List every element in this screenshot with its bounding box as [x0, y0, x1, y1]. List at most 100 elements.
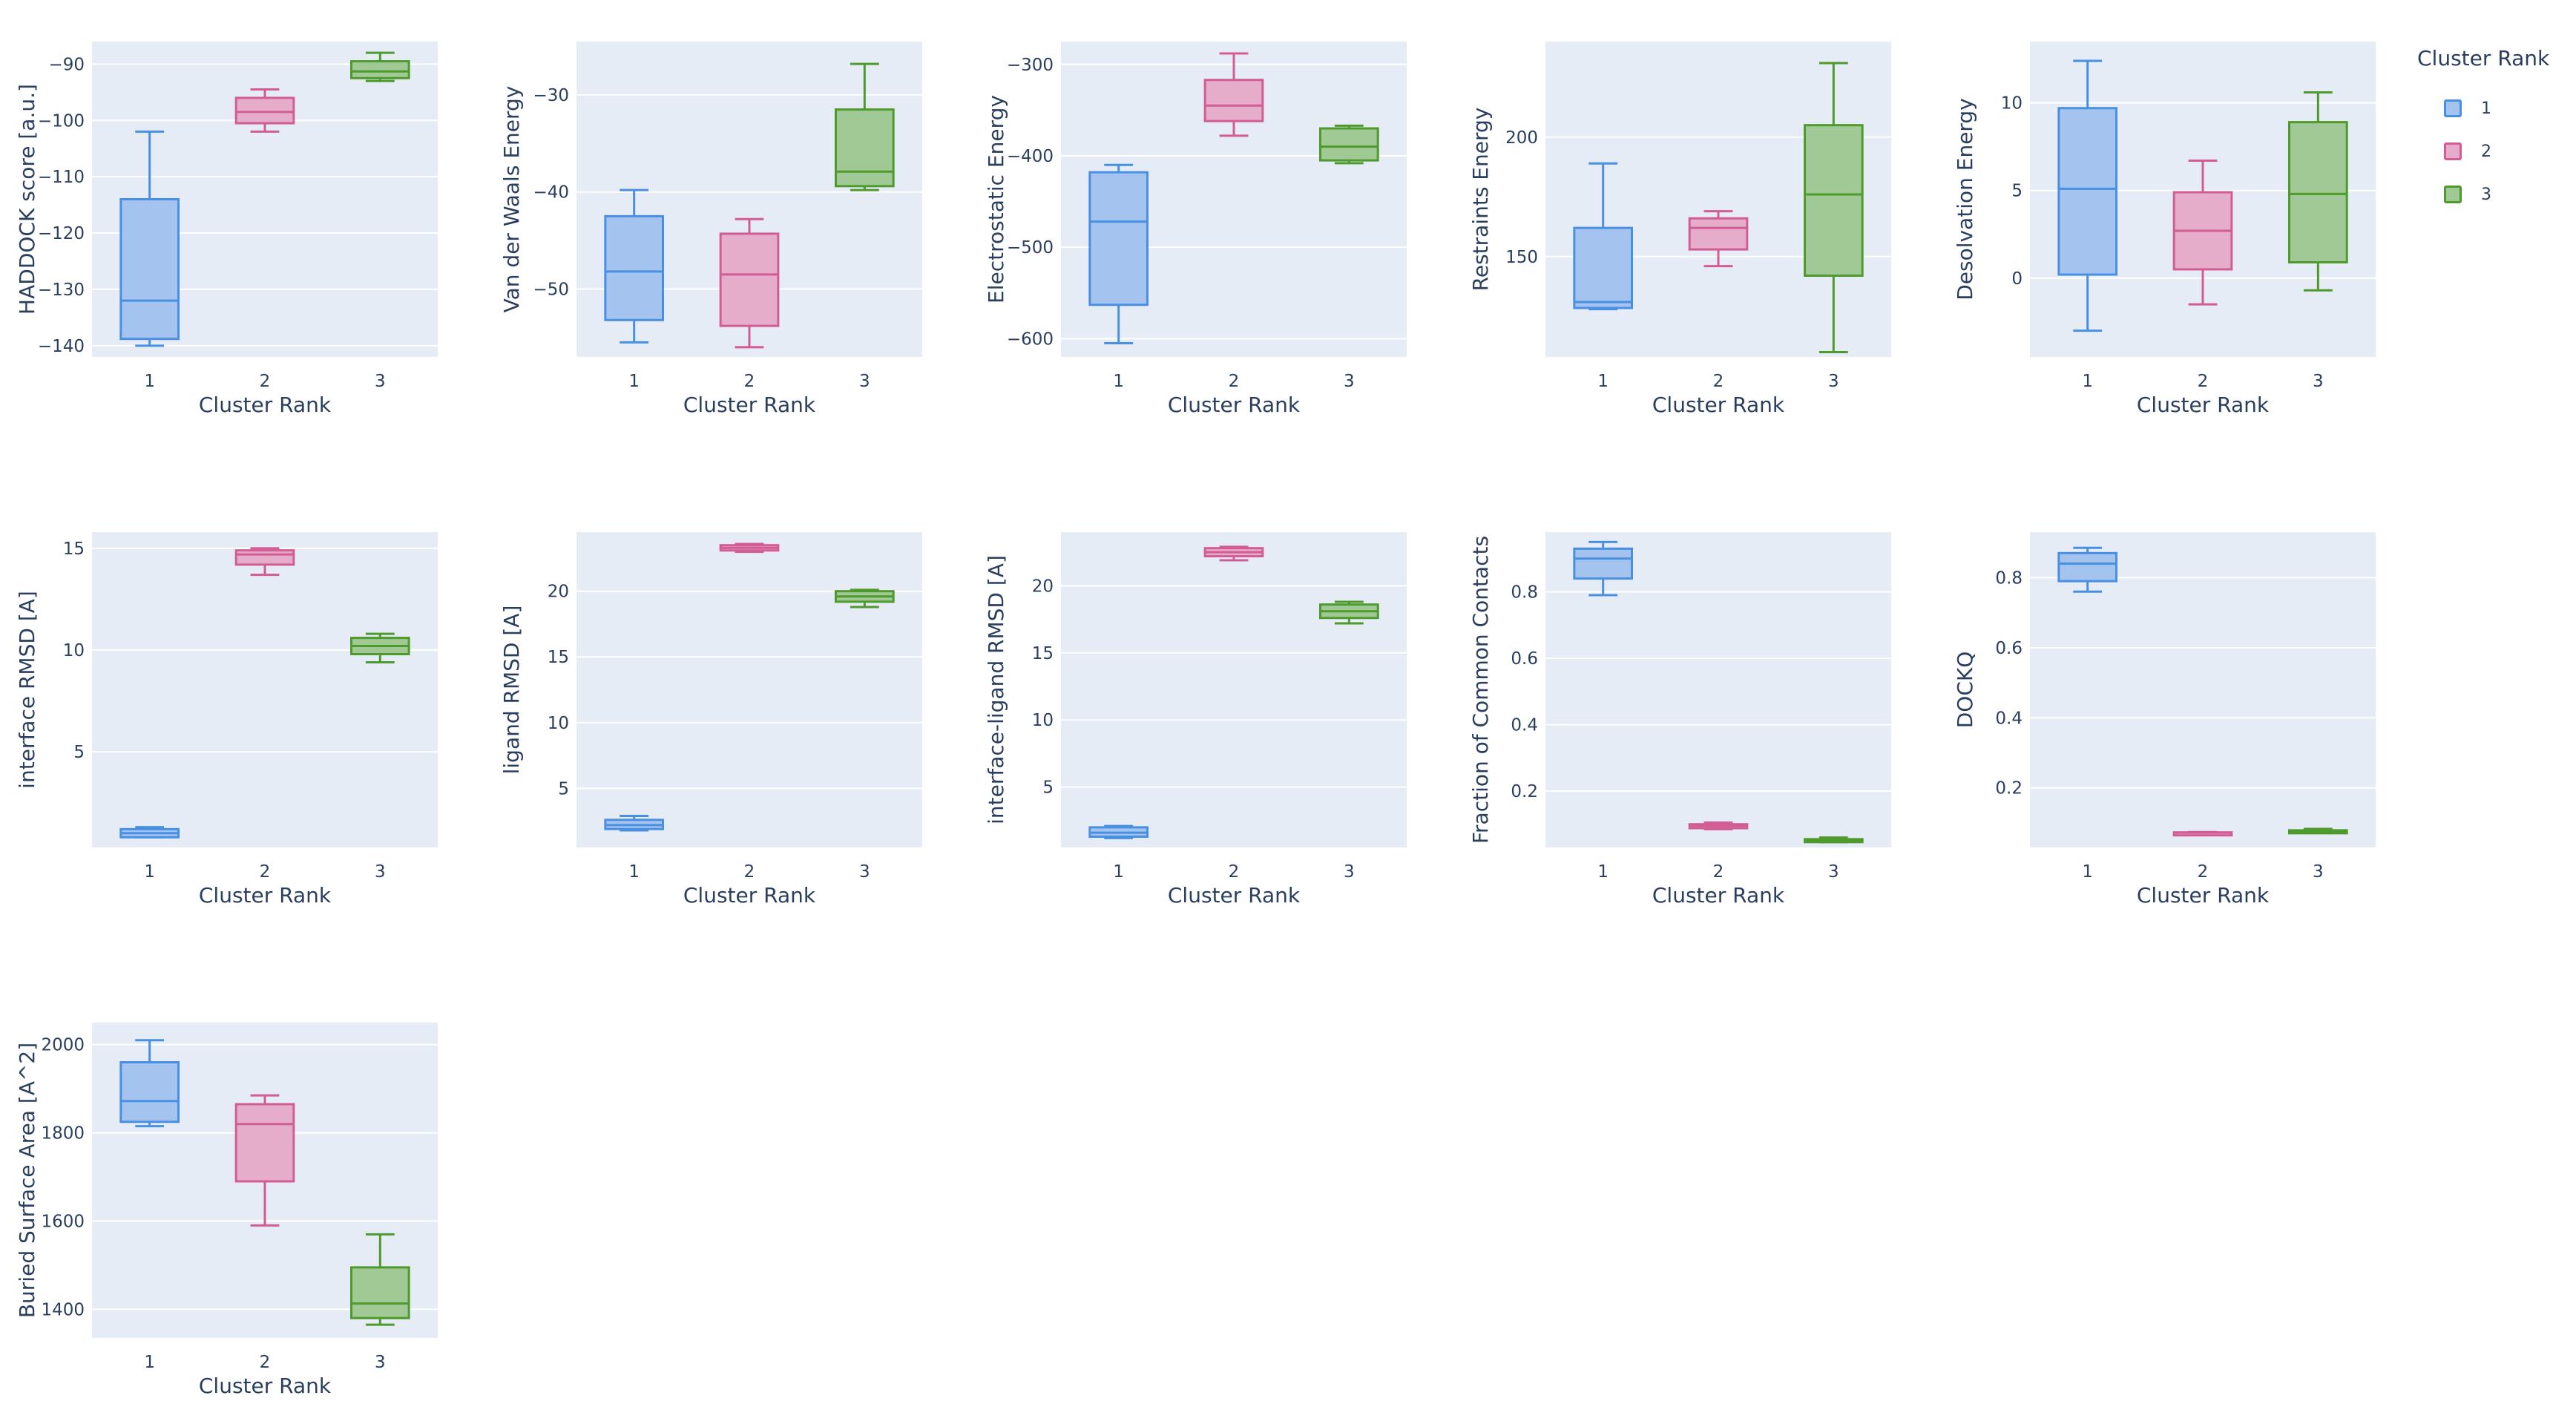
- y-tick-label: 0.6: [1995, 639, 2023, 658]
- x-axis-title: Cluster Rank: [199, 393, 332, 417]
- subplot-1: −140 −130 −120 −110 −100 −90 1 2 3 Cluster Rank HA…: [15, 42, 438, 417]
- box-iqr: [1804, 124, 1864, 278]
- box-cluster-1: [2057, 59, 2117, 332]
- y-axis-title: Buried Surface Area [A^2]: [15, 1043, 39, 1318]
- y-tick-label: −100: [38, 111, 85, 131]
- legend-label-2: 2: [2481, 142, 2491, 161]
- subplot-4: 150 200 1 2 3 Cluster Rank Restraints Energy: [1468, 42, 1891, 417]
- y-tick-label: 0.6: [1511, 649, 1538, 669]
- legend-item-1[interactable]: 1: [2417, 87, 2549, 130]
- y-tick-label: 5: [1042, 778, 1054, 798]
- y-axis-title: HADDOCK score [a.u.]: [15, 84, 39, 315]
- plot-background: [576, 532, 922, 847]
- box-cluster-3: [350, 1233, 410, 1326]
- x-axis-title: Cluster Rank: [1168, 393, 1301, 417]
- y-axis-title: Restraints Energy: [1468, 108, 1493, 292]
- x-tick-label: 1: [2082, 862, 2093, 882]
- x-tick-label: 3: [2313, 862, 2324, 882]
- x-tick-label: 3: [1344, 862, 1355, 882]
- box-iqr: [350, 60, 410, 79]
- box-cluster-3: [350, 51, 410, 82]
- box-iqr: [234, 549, 295, 566]
- box-cluster-1: [1088, 163, 1149, 345]
- x-tick-label: 1: [1113, 372, 1124, 391]
- y-axis-title: ligand RMSD [A]: [499, 606, 524, 775]
- legend-item-3[interactable]: 3: [2417, 173, 2549, 216]
- box-iqr: [119, 1060, 180, 1123]
- legend-item-2[interactable]: 2: [2417, 130, 2549, 173]
- y-tick-label: 0.4: [1511, 715, 1538, 735]
- y-tick-label: 10: [2001, 94, 2023, 114]
- subplot-2: −50 −40 −30 1 2 3 Cluster Rank Van der Waals En…: [499, 42, 922, 417]
- plot-background: [1061, 532, 1407, 847]
- x-tick-label: 1: [144, 862, 155, 882]
- legend-swatch-3: [2444, 186, 2462, 203]
- subplot-8: 5 10 15 20 1 2 3 Cluster Rank interface-ligand R…: [984, 532, 1407, 908]
- y-tick-label: 200: [1505, 128, 1538, 148]
- y-tick-label: 15: [548, 648, 569, 667]
- box-cluster-3: [350, 632, 410, 663]
- y-axis-title: Fraction of Common Contacts: [1468, 536, 1493, 844]
- x-tick-label: 3: [859, 862, 870, 882]
- y-tick-label: 2000: [41, 1036, 85, 1055]
- y-tick-label: −120: [38, 224, 85, 243]
- box-cluster-2: [1688, 210, 1749, 268]
- box-iqr: [835, 108, 895, 188]
- box-iqr: [1088, 171, 1149, 306]
- y-tick-label: −40: [533, 183, 569, 203]
- box-cluster-1: [119, 826, 180, 839]
- x-tick-label: 2: [744, 372, 755, 391]
- box-cluster-2: [1203, 545, 1264, 562]
- subplot-5: 0 5 10 1 2 3 Cluster Rank Desolvation Energy: [1953, 42, 2376, 417]
- y-tick-label: 0.2: [1511, 782, 1538, 801]
- x-tick-label: 2: [260, 862, 271, 882]
- x-tick-label: 2: [1229, 372, 1240, 391]
- y-tick-label: −140: [38, 337, 85, 356]
- box-cluster-1: [119, 1039, 180, 1128]
- x-tick-label: 1: [1113, 862, 1124, 882]
- subplot-3: −600 −500 −400 −300 1 2 3 Cluster Rank Electrost…: [984, 42, 1407, 417]
- legend: Cluster Rank 1 2 3: [2417, 46, 2549, 216]
- y-tick-label: 150: [1505, 248, 1538, 267]
- y-tick-label: 10: [548, 714, 569, 733]
- box-cluster-2: [719, 217, 780, 349]
- x-axis-title: Cluster Rank: [1652, 883, 1785, 908]
- box-cluster-3: [2288, 827, 2348, 835]
- x-tick-label: 1: [1597, 862, 1609, 882]
- box-iqr: [1573, 226, 1633, 309]
- box-iqr: [234, 96, 295, 125]
- box-cluster-2: [2172, 830, 2233, 837]
- y-axis-title: interface-ligand RMSD [A]: [984, 555, 1008, 824]
- y-tick-label: 15: [63, 539, 85, 559]
- box-cluster-2: [1688, 821, 1749, 830]
- box-cluster-3: [1804, 62, 1864, 354]
- legend-label-1: 1: [2481, 99, 2491, 118]
- box-cluster-2: [234, 88, 295, 133]
- x-tick-label: 3: [1344, 372, 1355, 391]
- subplot-6: 5 10 15 1 2 3 Cluster Rank interface RMSD [A]: [15, 532, 438, 908]
- x-tick-label: 2: [1713, 862, 1724, 882]
- legend-label-3: 3: [2481, 185, 2491, 204]
- box-cluster-1: [604, 188, 664, 344]
- box-cluster-2: [2172, 160, 2233, 306]
- box-iqr: [1688, 217, 1749, 251]
- x-tick-label: 3: [1828, 372, 1839, 391]
- y-tick-label: 5: [558, 779, 569, 798]
- x-tick-label: 2: [2198, 372, 2209, 391]
- y-tick-label: 0.4: [1995, 709, 2023, 728]
- y-axis-title: Van der Waals Energy: [499, 86, 524, 313]
- x-tick-label: 1: [144, 1353, 155, 1372]
- x-tick-label: 1: [628, 862, 640, 882]
- box-iqr: [350, 1266, 410, 1319]
- box-cluster-3: [2288, 91, 2348, 292]
- y-tick-label: 1800: [41, 1124, 85, 1144]
- subplot-11: 1400 1600 1800 2000 1 2 3 Cluster Rank Buried Su…: [15, 1023, 438, 1398]
- legend-title: Cluster Rank: [2417, 46, 2550, 70]
- box-iqr: [234, 1103, 295, 1183]
- y-tick-label: 0.8: [1511, 583, 1538, 603]
- x-tick-label: 2: [260, 1353, 271, 1372]
- y-tick-label: −130: [38, 281, 85, 300]
- x-tick-label: 2: [1713, 372, 1724, 391]
- box-cluster-3: [1319, 124, 1379, 165]
- y-tick-label: 15: [1032, 644, 1054, 663]
